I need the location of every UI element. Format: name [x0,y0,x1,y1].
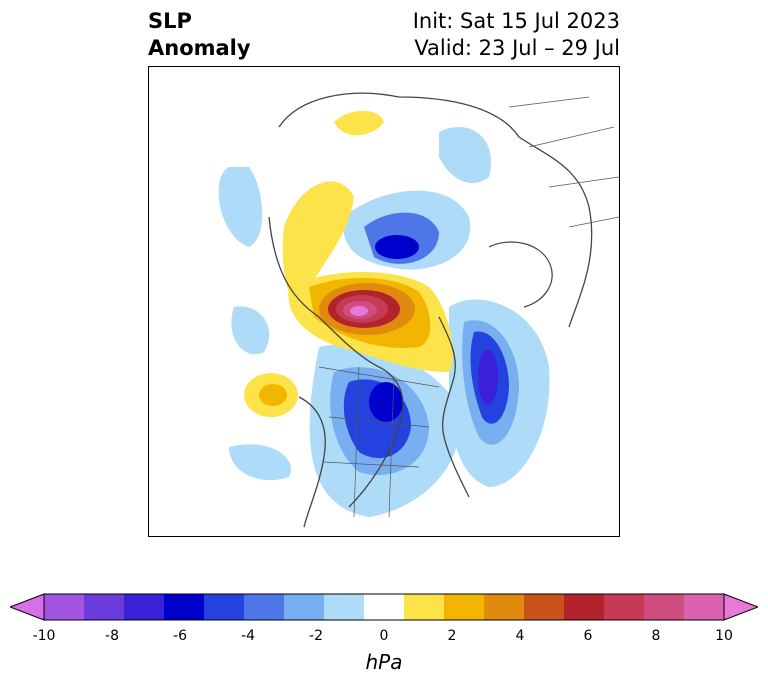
anomaly-yellow-region [282,181,354,302]
border-lines [318,366,440,518]
anomaly-light-blue-region [218,167,263,247]
colorbar-tick-label: -10 [32,628,56,644]
anomaly-yellow-region [334,110,384,136]
colorbar-cell [44,594,85,620]
colorbar-cell [524,594,565,620]
colorbar-cell [684,594,725,620]
coastline [298,396,326,528]
colorbar-cell [164,594,205,620]
colorbar-tick-label: -4 [241,628,255,644]
colorbar-cell [484,594,525,620]
forecast-dates: Init: Sat 15 Jul 2023 Valid: 23 Jul – 29… [413,8,620,62]
colorbar-tick-label: -8 [105,628,119,644]
colorbar-tick-label: 0 [379,628,389,644]
anomaly-orange-region [259,384,287,406]
colorbar-cell [364,594,405,620]
colorbar [10,593,758,621]
coastline [278,92,593,328]
colorbar-cell [644,594,685,620]
colorbar-cell [284,594,325,620]
anomaly-map [148,66,620,537]
anomaly-light-blue-region [229,444,291,481]
colorbar-cell [564,594,605,620]
colorbar-frame [43,593,725,621]
anomaly-pink-core [350,306,368,316]
colorbar-units: hPa [365,650,403,674]
anomaly-light-blue-region [439,127,491,184]
anomaly-dark-blue-core [375,235,419,259]
colorbar-low-extend [10,593,45,621]
colorbar-tick-label: 8 [651,628,661,644]
colorbar-cell [124,594,165,620]
anomaly-dark-blue-core [369,382,403,422]
colorbar-cell [604,594,645,620]
colorbar-cell [444,594,485,620]
title-anomaly: Anomaly [148,36,251,60]
colorbar-cell [324,594,365,620]
coastline [268,216,404,508]
colorbar-cell [84,594,125,620]
map-title: SLP Anomaly [148,8,251,62]
colorbar-cell [204,594,245,620]
title-slp: SLP [148,9,192,33]
colorbar-tick-label: -6 [173,628,187,644]
valid-dates: Valid: 23 Jul – 29 Jul [414,36,620,60]
colorbar-cell [244,594,285,620]
coastline [438,316,470,498]
border-lines [508,96,619,228]
colorbar-high-extend [723,593,758,621]
init-date: Init: Sat 15 Jul 2023 [412,9,620,33]
colorbar-tick-label: -2 [309,628,323,644]
colorbar-cell [404,594,445,620]
colorbar-tick-label: 2 [447,628,457,644]
colorbar-tick-label: 6 [583,628,593,644]
anomaly-light-blue-region [231,306,270,355]
colorbar-tick-label: 4 [515,628,525,644]
colorbar-tick-label: 10 [715,628,733,644]
coastline [488,241,553,308]
anomaly-dark-blue-core [478,349,498,405]
map-svg [218,92,619,528]
